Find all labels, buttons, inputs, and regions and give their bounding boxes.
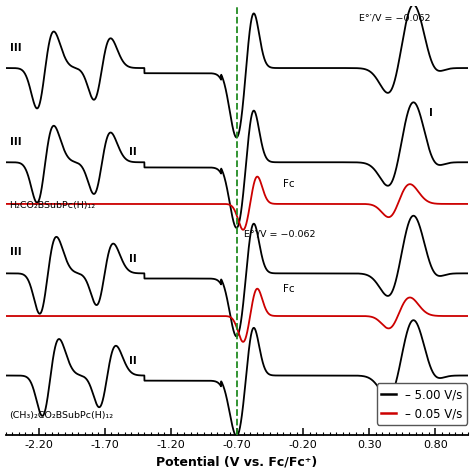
Text: II: II xyxy=(128,356,137,365)
Text: E°′/V = −0.062: E°′/V = −0.062 xyxy=(244,229,315,238)
Text: Fc: Fc xyxy=(283,179,295,189)
Text: (CH₃)₂CO₂BSubPc(H)₁₂: (CH₃)₂CO₂BSubPc(H)₁₂ xyxy=(9,410,114,419)
Text: II: II xyxy=(128,255,137,264)
Text: H₂CO₂BSubPc(H)₁₂: H₂CO₂BSubPc(H)₁₂ xyxy=(9,201,96,210)
X-axis label: Potential (V vs. Fc/Fc⁺): Potential (V vs. Fc/Fc⁺) xyxy=(156,456,318,468)
Text: III: III xyxy=(9,246,21,256)
Text: Fc: Fc xyxy=(283,284,295,294)
Text: III: III xyxy=(9,137,21,147)
Legend: – 5.00 V/s, – 0.05 V/s: – 5.00 V/s, – 0.05 V/s xyxy=(377,383,467,425)
Text: E°′/V = −0.062: E°′/V = −0.062 xyxy=(359,13,430,22)
Text: I: I xyxy=(429,108,433,118)
Text: II: II xyxy=(128,147,137,157)
Text: III: III xyxy=(9,43,21,53)
